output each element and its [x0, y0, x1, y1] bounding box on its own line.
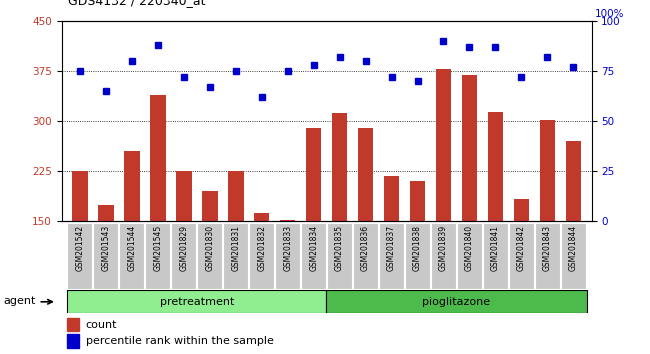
Bar — [249, 223, 274, 289]
Bar — [150, 95, 166, 221]
Bar — [384, 176, 399, 221]
Bar — [275, 223, 300, 289]
Text: GSM201836: GSM201836 — [361, 225, 370, 271]
Text: agent: agent — [3, 296, 36, 306]
Bar — [68, 223, 92, 289]
Bar — [566, 141, 581, 221]
Text: GSM201835: GSM201835 — [335, 225, 344, 271]
Text: GSM201833: GSM201833 — [283, 225, 292, 271]
Bar — [483, 223, 508, 289]
Bar — [67, 318, 79, 331]
Bar — [280, 220, 296, 221]
Bar — [436, 69, 451, 221]
Text: GSM201543: GSM201543 — [101, 225, 111, 271]
Bar — [410, 181, 425, 221]
Bar — [72, 171, 88, 221]
Bar — [202, 191, 218, 221]
Text: GSM201841: GSM201841 — [491, 225, 500, 271]
Bar — [98, 205, 114, 221]
Text: GSM201843: GSM201843 — [543, 225, 552, 271]
Bar — [509, 223, 534, 289]
Text: GSM201842: GSM201842 — [517, 225, 526, 271]
Bar — [535, 223, 560, 289]
Bar — [124, 151, 140, 221]
Text: GSM201542: GSM201542 — [75, 225, 84, 271]
Bar — [94, 223, 118, 289]
Text: GSM201839: GSM201839 — [439, 225, 448, 271]
Text: GSM201830: GSM201830 — [205, 225, 214, 271]
Text: GSM201544: GSM201544 — [127, 225, 136, 271]
Text: GSM201832: GSM201832 — [257, 225, 266, 271]
Text: GSM201831: GSM201831 — [231, 225, 240, 271]
Text: percentile rank within the sample: percentile rank within the sample — [86, 336, 274, 346]
Bar — [67, 334, 79, 348]
Bar — [431, 223, 456, 289]
Bar — [379, 223, 404, 289]
Bar — [172, 223, 196, 289]
Bar — [326, 290, 587, 313]
Text: GSM201844: GSM201844 — [569, 225, 578, 271]
Bar — [327, 223, 352, 289]
Text: GSM201545: GSM201545 — [153, 225, 162, 271]
Bar — [488, 112, 503, 221]
Text: GSM201837: GSM201837 — [387, 225, 396, 271]
Bar — [223, 223, 248, 289]
Bar — [301, 223, 326, 289]
Text: GSM201840: GSM201840 — [465, 225, 474, 271]
Bar — [462, 75, 477, 221]
Text: GDS4132 / 220340_at: GDS4132 / 220340_at — [68, 0, 206, 7]
Text: GSM201838: GSM201838 — [413, 225, 422, 271]
Text: pretreatment: pretreatment — [160, 297, 234, 307]
Text: GSM201834: GSM201834 — [309, 225, 318, 271]
Bar — [176, 171, 192, 221]
Bar — [540, 120, 555, 221]
Bar — [306, 128, 322, 221]
Text: count: count — [86, 320, 117, 330]
Bar — [514, 199, 529, 221]
Text: GSM201829: GSM201829 — [179, 225, 188, 271]
Bar — [254, 213, 270, 221]
Bar — [332, 113, 347, 221]
Bar — [120, 223, 144, 289]
Bar — [405, 223, 430, 289]
Bar — [561, 223, 586, 289]
Bar — [353, 223, 378, 289]
Bar — [146, 223, 170, 289]
Bar — [198, 223, 222, 289]
Bar — [457, 223, 482, 289]
Text: 100%: 100% — [595, 10, 624, 19]
Bar — [228, 171, 244, 221]
Bar — [68, 290, 326, 313]
Bar — [358, 128, 373, 221]
Text: pioglitazone: pioglitazone — [422, 297, 491, 307]
